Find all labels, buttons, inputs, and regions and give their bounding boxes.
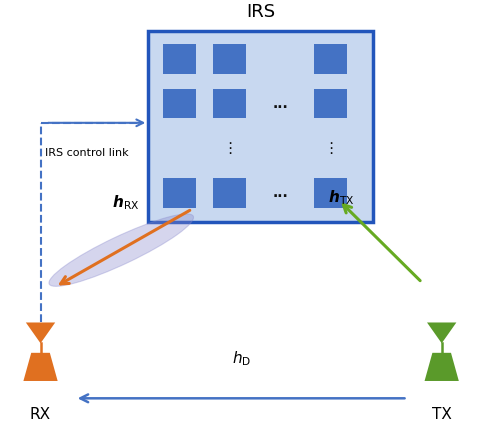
Text: ...: ...	[273, 186, 288, 200]
Text: $h_{\mathrm{D}}$: $h_{\mathrm{D}}$	[232, 349, 251, 368]
Text: IRS: IRS	[246, 3, 275, 21]
Bar	[213, 178, 246, 208]
Polygon shape	[26, 323, 55, 343]
Text: RX: RX	[30, 407, 51, 422]
Text: ⋮: ⋮	[222, 141, 238, 156]
Text: TX: TX	[432, 407, 452, 422]
Text: $\boldsymbol{h}_{\mathrm{TX}}$: $\boldsymbol{h}_{\mathrm{TX}}$	[328, 189, 355, 208]
Polygon shape	[427, 323, 457, 343]
Bar	[163, 89, 196, 118]
Text: ⋮: ⋮	[323, 141, 338, 156]
Text: ...: ...	[273, 97, 288, 111]
Bar	[163, 178, 196, 208]
Bar	[213, 44, 246, 74]
Bar	[148, 31, 373, 222]
Text: $\boldsymbol{h}_{\mathrm{RX}}$: $\boldsymbol{h}_{\mathrm{RX}}$	[113, 193, 140, 212]
Bar	[163, 44, 196, 74]
Bar	[213, 89, 246, 118]
Bar	[314, 89, 347, 118]
Bar	[314, 178, 347, 208]
Bar	[314, 44, 347, 74]
Ellipse shape	[49, 214, 193, 286]
Polygon shape	[24, 353, 58, 381]
Text: IRS control link: IRS control link	[45, 148, 129, 158]
Polygon shape	[425, 353, 459, 381]
